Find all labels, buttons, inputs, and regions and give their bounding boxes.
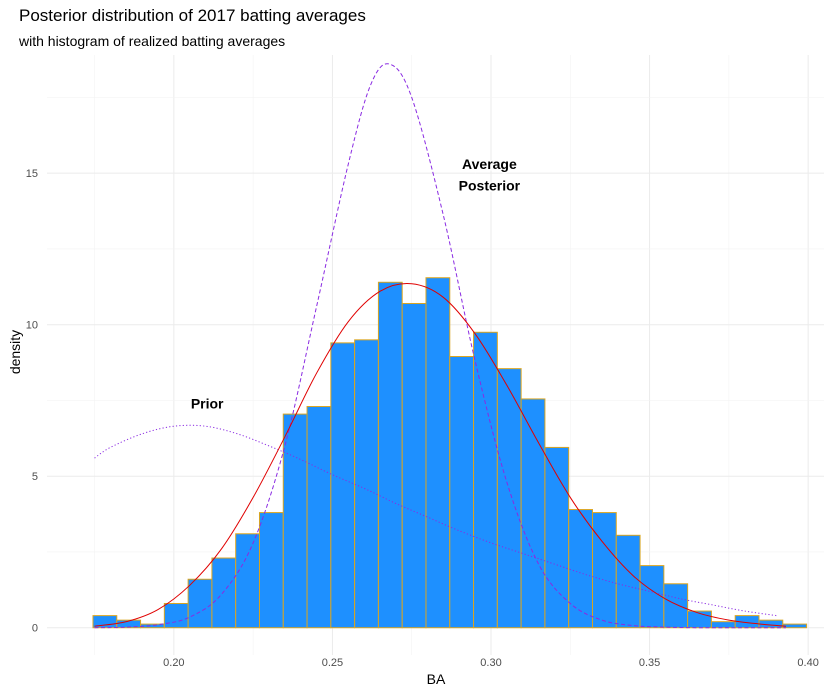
realized-density-line [94, 283, 786, 627]
y-tick-label: 0 [32, 623, 38, 635]
histogram-bar [163, 602, 189, 629]
chart-title: Posterior distribution of 2017 batting a… [19, 6, 366, 25]
histogram-bar [211, 557, 237, 629]
histogram-bar [663, 583, 689, 629]
x-axis-title: BA [427, 671, 446, 687]
prior-density-line [94, 424, 777, 617]
histogram-bar [330, 342, 356, 629]
x-tick-label: 0.40 [797, 657, 818, 669]
annotation-label: Posterior [459, 177, 521, 193]
x-tick-label: 0.25 [322, 657, 343, 669]
histogram-bar [615, 534, 641, 629]
histogram-bar [306, 406, 332, 629]
histogram-bar [710, 621, 736, 629]
histogram-bar [496, 368, 522, 629]
histogram-bar [449, 356, 475, 629]
y-tick-label: 5 [32, 471, 38, 483]
y-tick-label: 10 [26, 320, 38, 332]
histogram-bar [782, 623, 808, 629]
y-tick-label: 15 [26, 168, 38, 180]
histogram-bar [354, 339, 379, 629]
x-tick-label: 0.20 [163, 657, 184, 669]
histogram-bar [425, 277, 451, 629]
annotation-label: Prior [191, 395, 224, 411]
x-axis-ticks: 0.20 0.25 0.30 0.35 0.40 [163, 657, 819, 669]
y-axis-ticks: 0 5 10 15 [26, 168, 38, 635]
histogram-bar [377, 281, 403, 629]
annotations: Prior Average Posterior [189, 155, 522, 413]
x-tick-label: 0.30 [480, 657, 501, 669]
chart-subtitle: with histogram of realized batting avera… [19, 33, 286, 49]
histogram-bar [282, 413, 308, 629]
histogram-bar [473, 331, 498, 629]
histogram-bar [235, 533, 260, 629]
average-posterior-line [94, 63, 786, 629]
density-curves [94, 63, 786, 629]
histogram-bar [639, 565, 665, 629]
histogram-bar [187, 578, 213, 629]
histogram-bar [401, 302, 427, 629]
x-tick-label: 0.35 [639, 657, 660, 669]
histogram-bar [258, 512, 284, 629]
y-axis-title: density [7, 330, 23, 374]
histogram-bar [591, 512, 617, 629]
annotation-label: Average [462, 156, 517, 172]
histogram-bar [568, 509, 593, 629]
